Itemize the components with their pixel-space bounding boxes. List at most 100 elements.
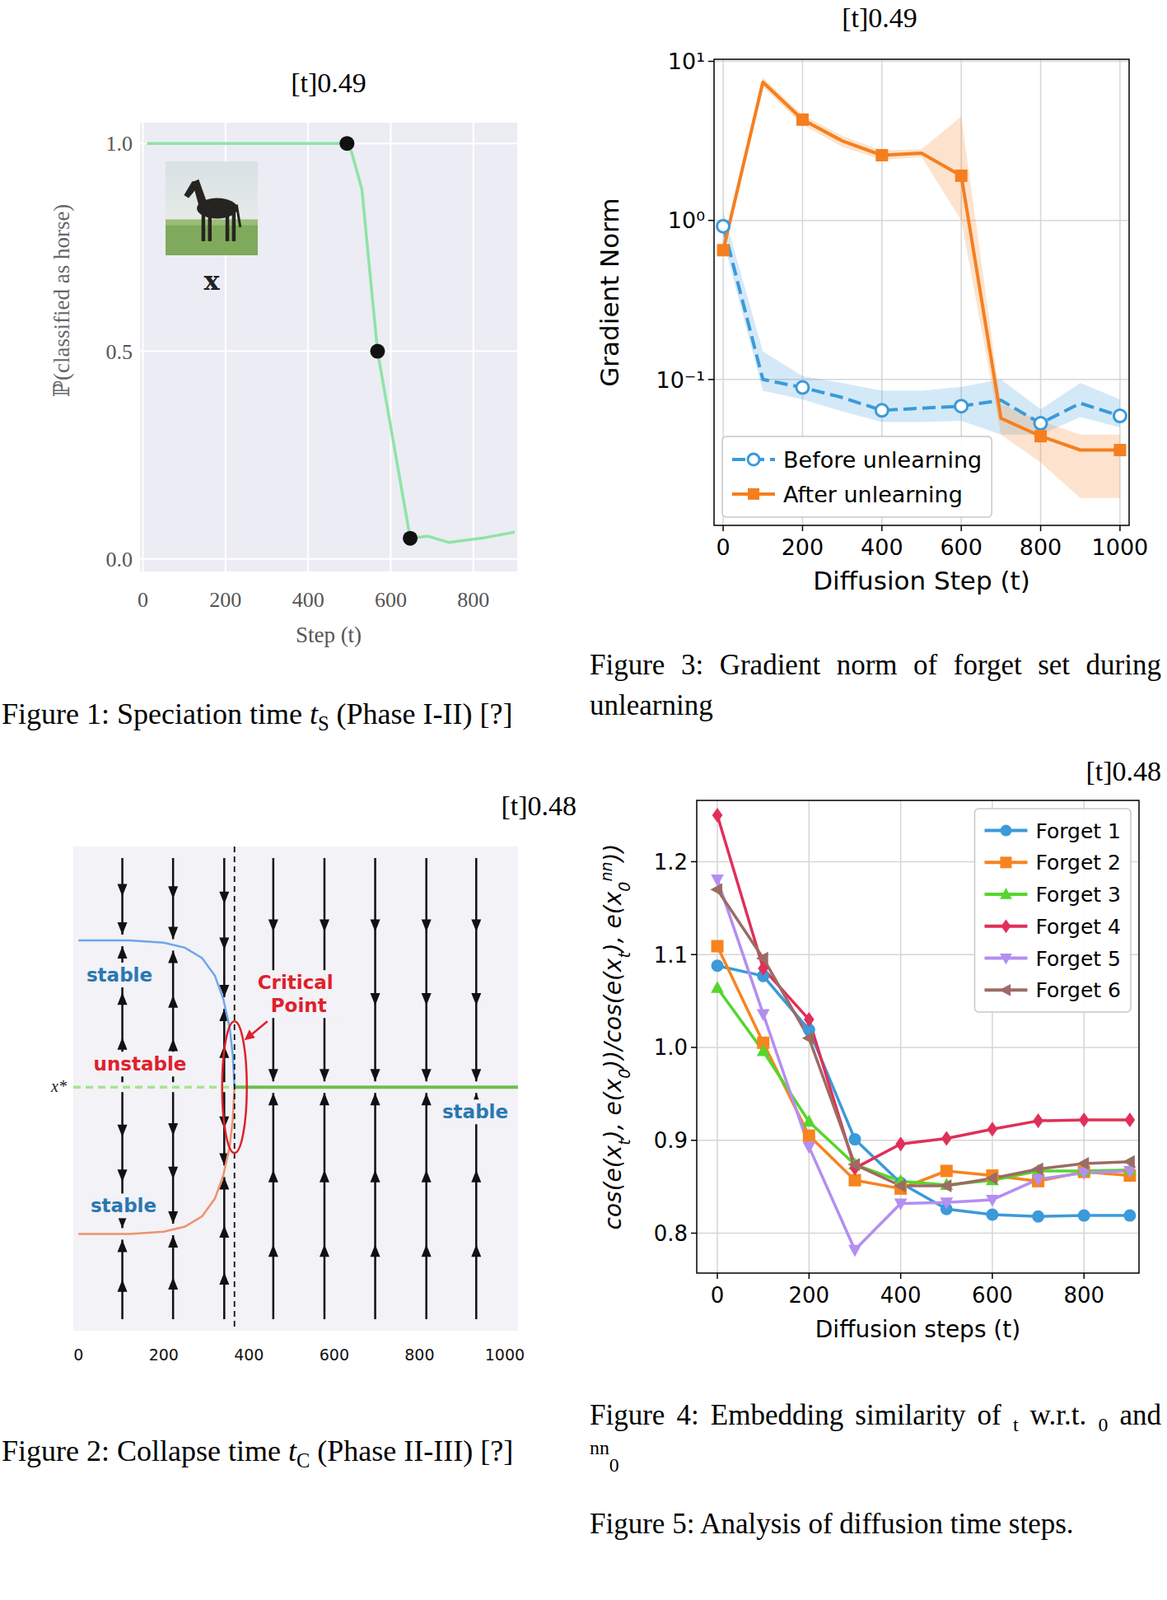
field-arrowhead: [117, 1169, 128, 1182]
plot-data: [73, 846, 519, 1331]
field-arrowhead: [117, 1239, 128, 1252]
line: [717, 815, 1130, 1169]
marker: [796, 113, 809, 127]
field-arrowhead: [471, 993, 481, 1006]
caption-text: w.r.t.: [1018, 1399, 1099, 1432]
marker: [847, 1157, 860, 1172]
tick-label: 600: [939, 534, 983, 561]
caption: Figure 5: Analysis of diffusion time ste…: [589, 1503, 1162, 1545]
tick-label: 0.8: [653, 1221, 688, 1247]
caption-text: 0: [609, 1454, 620, 1476]
critical-label-line: Point: [270, 994, 327, 1017]
field-arrowhead: [219, 1225, 229, 1238]
caption-text: Figure 1: Speciation time: [1, 697, 310, 731]
plot-background: [714, 59, 1130, 526]
tick: [1119, 525, 1121, 532]
field-arrowhead: [268, 919, 279, 933]
panel-title: [t]0.48: [1085, 756, 1162, 787]
field-arrow: [272, 858, 276, 1082]
critical-arrowhead: [244, 1029, 256, 1041]
field-arrowhead: [319, 1170, 330, 1183]
axis-title-part: ), e(x: [599, 891, 627, 954]
tick: [708, 219, 715, 222]
critical-label: Critical Point: [257, 971, 341, 1017]
field-arrowhead: [117, 1279, 128, 1293]
legend: Forget 1Forget 2Forget 3Forget 4Forget 5…: [974, 808, 1131, 1013]
field-arrowhead: [117, 1124, 128, 1138]
panel-title: [t]0.49: [841, 2, 918, 33]
axis-title-part: 0: [615, 1068, 634, 1079]
plot-data: [717, 77, 1127, 498]
tick-label: 800: [404, 1345, 435, 1364]
legend-label: Forget 2: [1035, 850, 1121, 875]
tick: [802, 525, 804, 532]
caption-text: and: [1107, 1399, 1162, 1432]
marker: [1113, 443, 1126, 457]
marker: [1031, 1175, 1045, 1188]
legend: Before unlearningAfter unlearning: [722, 436, 992, 518]
axis-title: ℙ(classified as horse): [49, 204, 75, 398]
grid-line: [142, 122, 145, 572]
inset-horse: [183, 181, 200, 199]
field-arrowhead: [268, 1244, 279, 1257]
tick-label: 800: [1063, 1283, 1105, 1308]
field-arrowhead: [117, 992, 128, 1005]
tick: [960, 525, 962, 532]
field-arrowhead: [168, 1038, 178, 1051]
grid-line: [472, 122, 475, 572]
field-arrowhead: [219, 938, 229, 951]
field-arrow: [424, 1092, 428, 1320]
marker: [848, 1174, 861, 1187]
field-arrow: [323, 858, 327, 1082]
field-arrowhead: [168, 1277, 178, 1290]
field-arrow: [475, 1092, 478, 1320]
tick: [690, 953, 697, 956]
unstable-line: [73, 1085, 235, 1089]
x-star-label: x*: [50, 1077, 67, 1096]
axis-title: Step (t): [295, 622, 362, 648]
marker: [955, 169, 968, 183]
inset-horse: [208, 210, 212, 242]
marker: [985, 1208, 999, 1221]
legend-label: Before unlearning: [783, 447, 982, 473]
branch: [78, 940, 235, 1088]
field-arrow: [424, 858, 428, 1082]
field-arrowhead: [421, 919, 432, 933]
grid-line: [714, 219, 1130, 222]
marker: [1032, 1113, 1044, 1129]
tick-label: 0: [715, 534, 730, 561]
tick: [1040, 525, 1042, 532]
tick-label: 800: [1019, 534, 1063, 561]
field-arrow: [272, 1092, 276, 1320]
marker: [1034, 429, 1047, 443]
plot-background: [140, 122, 518, 572]
field-arrowhead: [471, 1068, 481, 1082]
field-arrowhead: [268, 1170, 279, 1183]
tick: [1082, 1273, 1085, 1280]
figure-1: [t]0.4902004006008000.00.51.0Step (t)ℙ(c…: [49, 67, 518, 648]
marker: [875, 149, 888, 162]
field-arrow: [223, 858, 226, 998]
axis-title: Diffusion Step (t): [812, 565, 1031, 596]
inset-sky: [165, 161, 258, 256]
field-arrow: [475, 858, 478, 1082]
tick-label: 1000: [485, 1345, 525, 1364]
field-arrow: [373, 1092, 377, 1320]
grid-line: [696, 1232, 1139, 1235]
plot-data: [709, 807, 1136, 1257]
legend-marker: [999, 887, 1013, 900]
field-arrowhead: [168, 926, 178, 939]
marker: [710, 980, 724, 994]
panel-title: [t]0.49: [290, 67, 367, 99]
field-arrowhead: [219, 1272, 229, 1285]
marker: [939, 1179, 953, 1193]
legend-label: Forget 1: [1035, 819, 1121, 844]
marker: [1031, 1174, 1046, 1187]
point: [339, 135, 355, 151]
field-arrowhead: [117, 1037, 128, 1051]
field-arrow: [223, 1176, 226, 1320]
field-arrowhead: [370, 919, 381, 933]
tick-label: 0: [73, 1345, 84, 1364]
axis-title: cos(e(xt), e(x0))/cos(e(xt), e(x0nn)): [597, 844, 634, 1231]
caption: Figure 4: Embedding similarity of t w.r.…: [589, 1395, 1162, 1476]
